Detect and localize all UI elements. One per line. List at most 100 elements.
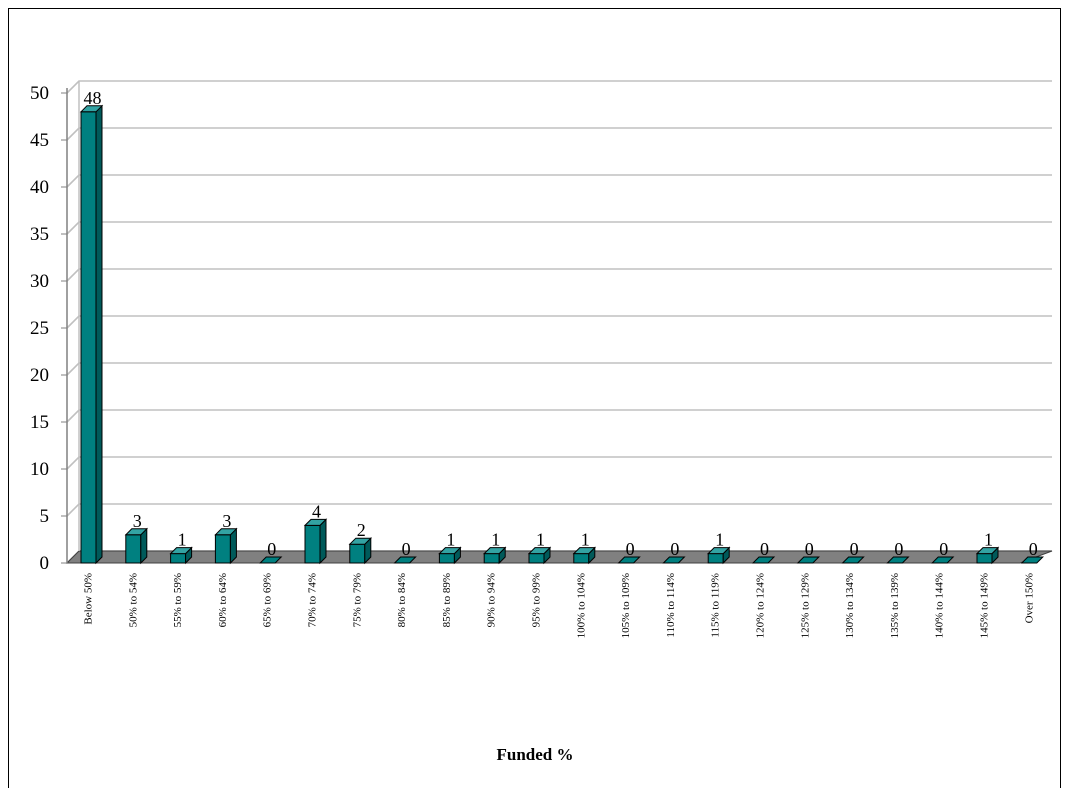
data-label: 4 — [312, 501, 321, 521]
data-label: 0 — [939, 539, 948, 559]
bar-top — [438, 547, 462, 555]
x-tick-label: Over 150% — [1023, 573, 1035, 623]
bar-top — [79, 105, 104, 113]
gridline — [66, 268, 1052, 282]
bar-flat — [796, 556, 821, 564]
bar-flat — [617, 556, 641, 564]
x-tick-label: 115% to 119% — [710, 573, 722, 638]
x-tick-label: Below 50% — [83, 573, 95, 625]
bar-front — [976, 553, 993, 564]
data-label: 0 — [850, 539, 859, 559]
bar-flat — [258, 556, 283, 564]
data-label: 2 — [357, 520, 366, 540]
x-tick-label: 55% to 59% — [172, 573, 184, 627]
bar-top — [975, 547, 1000, 555]
bar-top — [527, 547, 552, 555]
data-label: 1 — [446, 530, 455, 550]
bar-front — [80, 111, 97, 564]
x-tick-label: 130% to 134% — [844, 573, 856, 638]
gridline — [66, 456, 1052, 470]
bar-top — [124, 528, 149, 536]
bar-front — [170, 553, 187, 564]
y-tick-label: 10 — [30, 459, 49, 480]
bar-flat — [1020, 556, 1045, 564]
gridline — [66, 315, 1052, 329]
data-label: 1 — [536, 530, 545, 550]
bar-top — [303, 518, 328, 526]
bar-front — [528, 553, 545, 564]
y-tick-label: 15 — [30, 412, 49, 433]
bar-front — [304, 524, 321, 564]
data-label: 0 — [805, 539, 814, 559]
gridline — [66, 80, 1052, 94]
x-tick-label: 140% to 144% — [934, 573, 946, 638]
gridline — [66, 409, 1052, 423]
x-tick-label: 90% to 94% — [486, 573, 498, 627]
x-tick-label: 50% to 54% — [127, 573, 139, 627]
x-tick-label: 65% to 69% — [262, 573, 274, 627]
data-label: 1 — [491, 530, 500, 550]
x-tick-label: 70% to 74% — [307, 573, 319, 627]
bar-top — [348, 537, 373, 545]
data-label: 1 — [984, 530, 993, 550]
bar-front — [483, 553, 500, 564]
y-tick-label: 20 — [30, 365, 49, 386]
data-label: 0 — [402, 539, 411, 559]
x-tick-label: 75% to 79% — [351, 573, 363, 627]
data-label: 0 — [1029, 539, 1038, 559]
bar-flat — [751, 556, 776, 564]
bar-flat — [393, 556, 417, 564]
x-tick-label: 145% to 149% — [979, 573, 991, 638]
data-label: 0 — [760, 539, 769, 559]
x-tick-label: 60% to 64% — [217, 573, 229, 627]
bar-top — [214, 528, 238, 536]
gridline — [66, 362, 1052, 376]
data-label: 0 — [626, 539, 635, 559]
data-label: 0 — [670, 539, 679, 559]
y-tick-label: 30 — [30, 271, 49, 292]
data-label: 3 — [133, 511, 142, 531]
x-tick-label: 95% to 99% — [531, 573, 543, 627]
bar-flat — [886, 556, 910, 564]
bar-side — [95, 104, 103, 565]
y-tick-label: 25 — [30, 318, 49, 339]
data-label: 3 — [222, 511, 231, 531]
x-tick-label: 120% to 124% — [755, 573, 767, 638]
bar-top — [706, 547, 731, 555]
data-label: 1 — [581, 530, 590, 550]
chart-frame — [8, 8, 1061, 788]
x-tick-label: 110% to 114% — [665, 573, 677, 638]
gridline — [66, 174, 1052, 188]
x-axis-title: Funded % — [496, 745, 574, 764]
gridline — [66, 503, 1052, 517]
gridline — [66, 221, 1052, 235]
bar-side — [319, 518, 327, 565]
x-tick-label: 105% to 109% — [620, 573, 632, 638]
bar-flat — [662, 556, 686, 564]
y-tick-label: 45 — [30, 130, 49, 151]
bar-front — [707, 553, 724, 564]
bar-front — [438, 553, 455, 564]
bar-flat — [841, 556, 865, 564]
bar-front — [349, 543, 366, 564]
data-label: 1 — [178, 530, 187, 550]
bar-top — [482, 547, 507, 555]
bar-top — [169, 547, 193, 555]
x-tick-label: 135% to 139% — [889, 573, 901, 638]
x-tick-label: 80% to 84% — [396, 573, 408, 627]
gridline — [66, 127, 1052, 141]
y-tick-label: 5 — [40, 506, 50, 527]
bar-flat — [930, 556, 955, 564]
x-tick-label: 125% to 129% — [799, 573, 811, 638]
y-tick-label: 0 — [40, 553, 50, 574]
data-label: 48 — [84, 88, 102, 108]
bar-front — [573, 553, 590, 564]
x-tick-label: 100% to 104% — [575, 573, 587, 638]
bar-front — [125, 534, 142, 564]
data-label: 0 — [894, 539, 903, 559]
data-label: 1 — [715, 530, 724, 550]
y-tick-label: 50 — [30, 83, 49, 104]
x-tick-label: 85% to 89% — [441, 573, 453, 627]
y-tick-label: 40 — [30, 177, 49, 198]
